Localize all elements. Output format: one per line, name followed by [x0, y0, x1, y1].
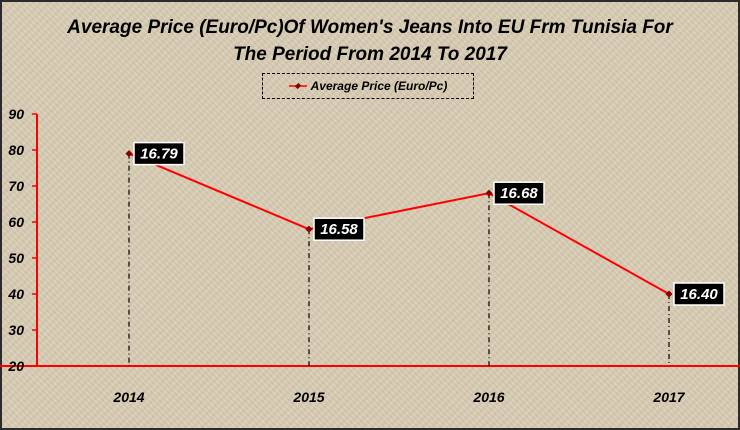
legend-series-label: Average Price (Euro/Pc) [310, 79, 448, 93]
data-point [665, 290, 673, 298]
y-tick-label: 90 [8, 106, 24, 122]
chart-legend: Average Price (Euro/Pc) [262, 73, 474, 99]
data-label-box [493, 181, 545, 205]
data-point [305, 225, 313, 233]
chart-title-line-1: Average Price (Euro/Pc)Of Women's Jeans … [67, 17, 673, 38]
data-point [485, 189, 493, 197]
y-tick-label: 80 [8, 142, 24, 158]
data-label-box [133, 141, 185, 166]
data-label-box [313, 217, 365, 241]
x-tick-label: 2014 [112, 389, 144, 405]
data-label: 16.58 [320, 221, 358, 238]
data-point [125, 150, 133, 158]
chart-title-line-2: The Period From 2014 To 2017 [233, 44, 507, 65]
data-label: 16.79 [140, 146, 178, 163]
y-tick-label: 70 [8, 178, 24, 194]
data-label-box [673, 282, 725, 306]
y-tick-label: 50 [8, 250, 24, 266]
series-line [128, 152, 670, 295]
x-tick-label: 2016 [472, 389, 504, 405]
y-tick-label: 30 [8, 322, 24, 338]
chart-title: Average Price (Euro/Pc)Of Women's Jeans … [0, 14, 740, 68]
y-tick-label: 20 [7, 358, 24, 374]
y-tick-label: 60 [8, 214, 24, 230]
legend-line-marker-icon [288, 82, 307, 90]
x-tick-label: 2017 [652, 389, 685, 405]
x-tick-label: 2015 [292, 389, 324, 405]
y-tick-label: 40 [7, 286, 24, 302]
data-label: 16.40 [680, 286, 718, 303]
data-label: 16.68 [500, 185, 538, 202]
